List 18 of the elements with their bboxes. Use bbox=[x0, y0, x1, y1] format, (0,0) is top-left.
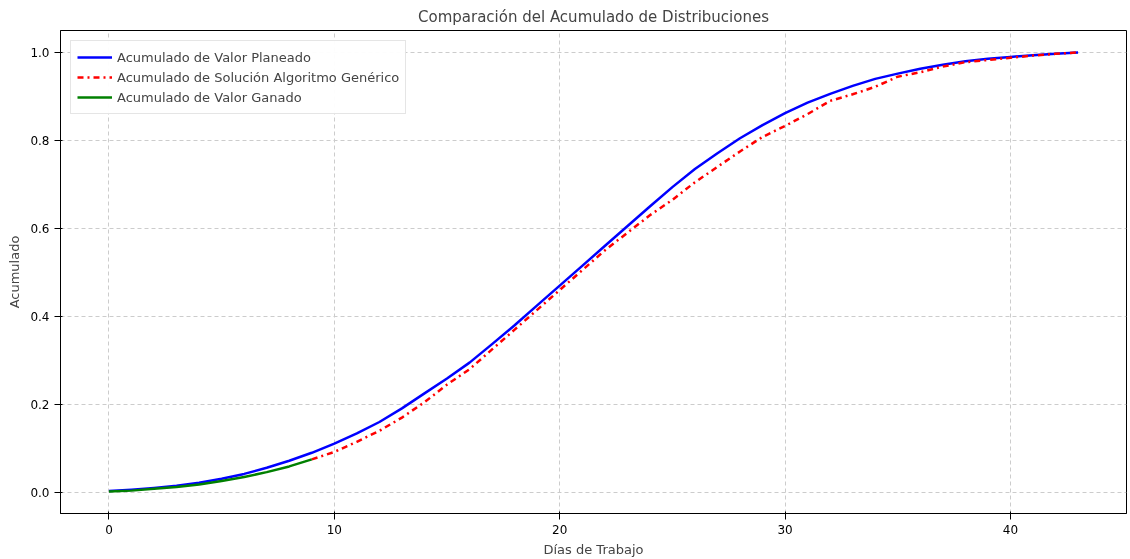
line-series bbox=[107, 458, 314, 493]
legend-label: Acumulado de Valor Planeado bbox=[117, 49, 311, 65]
y-tick-label: 0.2 bbox=[30, 397, 50, 412]
x-tick-label: 30 bbox=[777, 522, 793, 537]
x-tick-label: 20 bbox=[552, 522, 568, 537]
y-tick-label: 1.0 bbox=[30, 45, 50, 60]
chart-title: Comparación del Acumulado de Distribuciones bbox=[417, 7, 770, 26]
y-tick-label: 0.4 bbox=[30, 309, 50, 324]
x-tick-label: 10 bbox=[326, 522, 342, 537]
legend-label: Acumulado de Valor Ganado bbox=[117, 89, 302, 105]
y-tick-label: 0.6 bbox=[30, 221, 50, 236]
y-tick-label: 0.0 bbox=[30, 485, 50, 500]
x-tick-label: 40 bbox=[1002, 522, 1019, 537]
x-axis-title: Días de Trabajo bbox=[543, 541, 644, 557]
x-tick-label: 0 bbox=[105, 522, 113, 537]
y-tick-label: 0.8 bbox=[30, 133, 50, 148]
legend-label: Acumulado de Solución Algoritmo Genérico bbox=[117, 69, 400, 85]
y-axis-title: Acumulado bbox=[7, 235, 23, 309]
